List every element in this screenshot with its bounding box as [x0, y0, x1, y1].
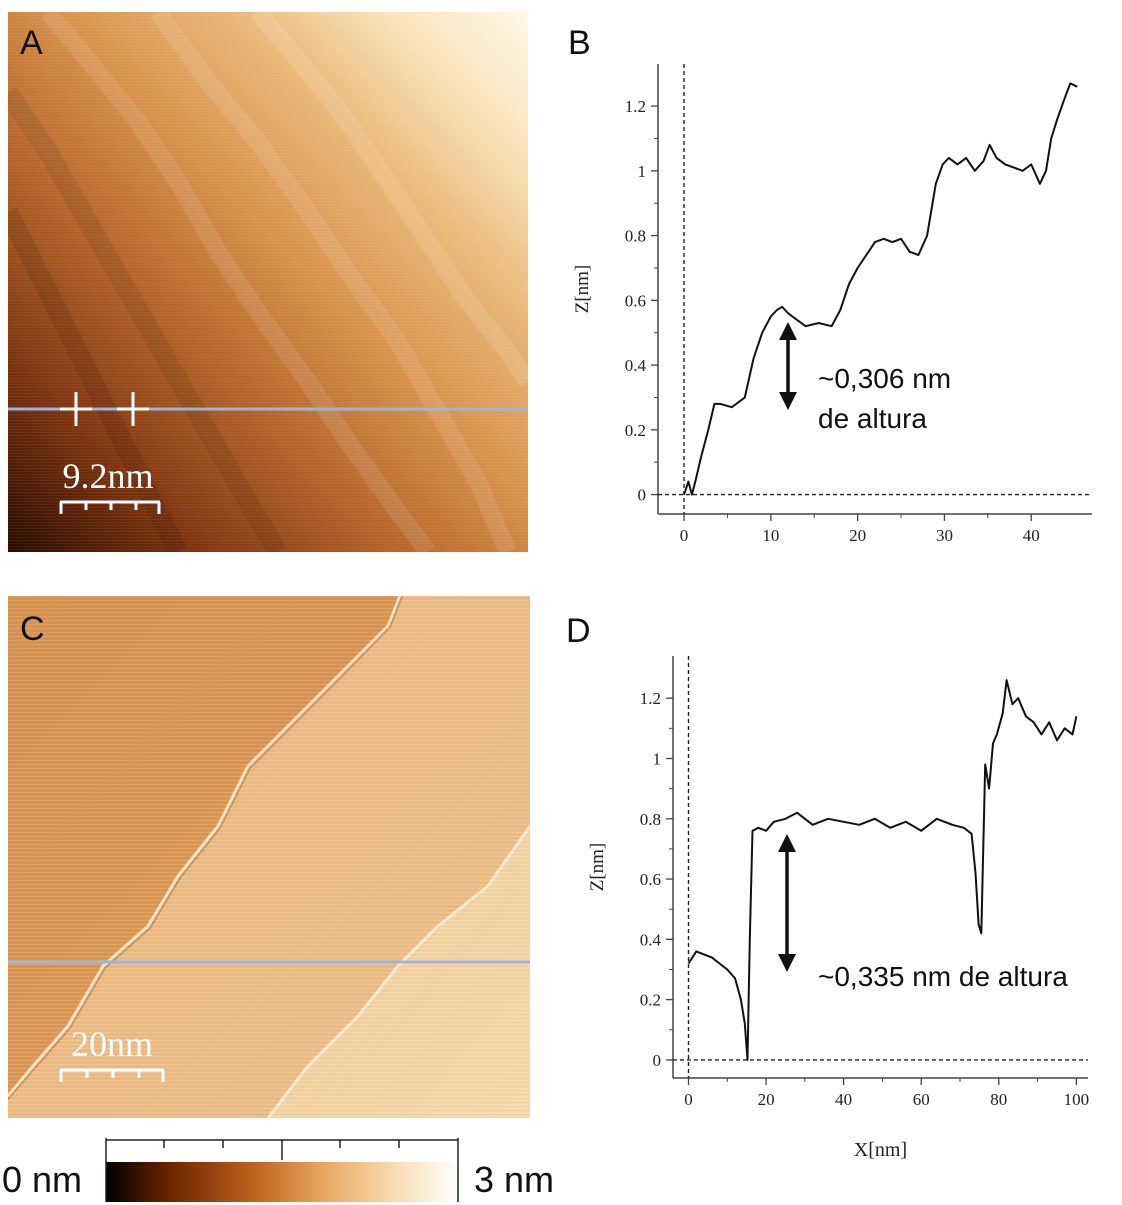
panel-letter-a: A — [20, 24, 43, 62]
colorbar-svg — [105, 1138, 459, 1202]
y-tick-label: 1 — [638, 162, 647, 181]
x-tick-label: 60 — [913, 1090, 930, 1109]
y-tick-label: 0.2 — [640, 991, 661, 1010]
series-line-d — [687, 679, 1078, 1061]
afm-topography-a: 9.2nm — [8, 12, 528, 552]
y-tick-label: 0.8 — [640, 810, 661, 829]
colorbar-min-label: 0 nm — [2, 1159, 83, 1200]
y-axis-label: Z[nm] — [587, 843, 608, 892]
line-plot-b: 0 0.2 0.4 0.6 0.8 1 1.2 0 10 20 30 40 Z[nm] ~0,306 nm… — [560, 50, 1110, 570]
afm-image-c: 20nm — [8, 596, 530, 1118]
x-tick-label: 40 — [1023, 526, 1040, 545]
panel-letter-b: B — [568, 24, 591, 62]
colorbar-max-label: 3 nm — [474, 1159, 555, 1200]
y-tick-label: 1.2 — [640, 689, 661, 708]
afm-topography-c: 20nm — [8, 596, 530, 1118]
y-tick-label: 1 — [653, 749, 662, 768]
x-tick-label: 0 — [680, 526, 689, 545]
scale-bar-label-a: 9.2nm — [62, 456, 153, 496]
x-tick-label: 40 — [835, 1090, 852, 1109]
height-annotation-d-line: ~0,335 nm de altura — [818, 961, 1068, 992]
y-tick-label: 0 — [653, 1051, 662, 1070]
series-line-b — [683, 82, 1078, 496]
x-tick-label: 10 — [762, 526, 779, 545]
y-tick-label: 0.6 — [625, 291, 646, 310]
x-tick-label: 30 — [936, 526, 953, 545]
y-tick-label: 0.4 — [625, 356, 647, 375]
panel-letter-d: D — [566, 612, 591, 650]
y-tick-label: 0.8 — [625, 227, 646, 246]
height-arrow-b — [779, 322, 797, 410]
height-annotation-b-line: de altura — [818, 403, 927, 434]
afm-image-a: 9.2nm — [8, 12, 528, 552]
y-tick-label: 0.4 — [640, 930, 662, 949]
line-plot-d: 0 0.2 0.4 0.6 0.8 1 1.2 0 20 40 60 80 100 Z[nm] X[nm] ~… — [560, 640, 1122, 1170]
x-tick-label: 80 — [990, 1090, 1007, 1109]
x-tick-label: 20 — [758, 1090, 775, 1109]
x-tick-label: 100 — [1064, 1090, 1090, 1109]
y-tick-label: 0 — [638, 486, 647, 505]
colorbar-gradient — [106, 1162, 458, 1202]
cursor-markers-a — [60, 392, 149, 426]
panel-letter-c: C — [20, 610, 45, 648]
colorbar-ticks — [105, 1138, 459, 1202]
y-tick-label: 0.6 — [640, 870, 661, 889]
line-plot-d-svg: 0 0.2 0.4 0.6 0.8 1 1.2 0 20 40 60 80 100 Z[nm] X[nm] ~… — [587, 656, 1090, 1161]
y-tick-label: 0.2 — [625, 421, 646, 440]
scale-bar-label-c: 20nm — [71, 1024, 153, 1064]
scale-bar-a — [59, 500, 161, 514]
x-tick-label: 0 — [684, 1090, 693, 1109]
height-annotation-b-line: ~0,306 nm — [818, 363, 951, 394]
y-axis-label: Z[nm] — [572, 265, 593, 314]
colorbar — [100, 1138, 462, 1204]
scale-bar-c — [59, 1068, 165, 1082]
x-tick-label: 20 — [849, 526, 866, 545]
height-arrow-d — [778, 834, 796, 972]
x-axis-label: X[nm] — [854, 1139, 907, 1161]
line-plot-b-svg: 0 0.2 0.4 0.6 0.8 1 1.2 0 10 20 30 40 Z[nm] ~0,306 nm… — [572, 64, 1092, 545]
y-tick-label: 1.2 — [625, 97, 646, 116]
